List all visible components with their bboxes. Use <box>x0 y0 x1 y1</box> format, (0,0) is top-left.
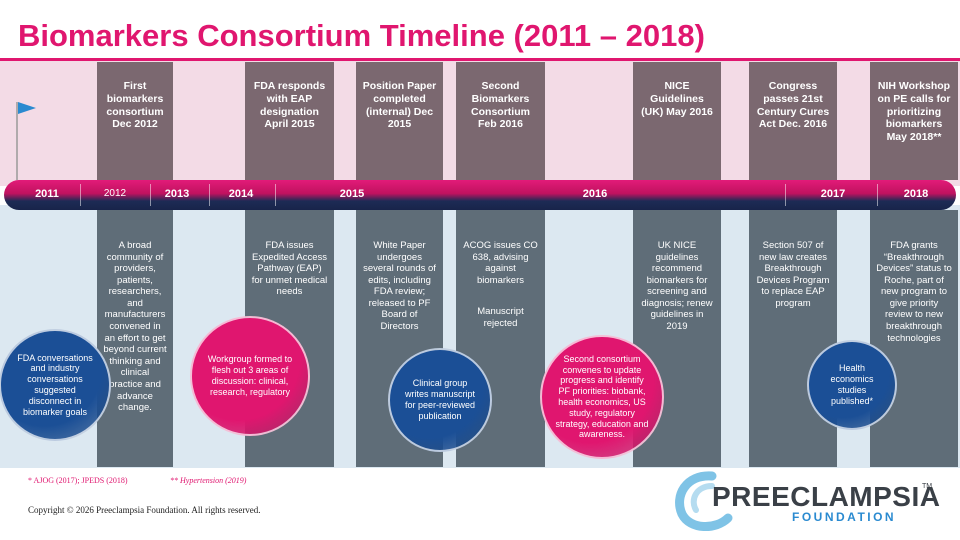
milestone-detail: ACOG issues CO 638, advising against bio… <box>456 210 545 467</box>
detail-text: FDA issues Expedited Access Pathway (EAP… <box>251 240 328 298</box>
year-label: 2017 <box>820 188 846 200</box>
title-rule <box>0 58 960 61</box>
detail-text: ACOG issues CO 638, advising against bio… <box>463 240 538 286</box>
event-circle: Health economics studies published* <box>807 340 897 430</box>
year-divider <box>275 184 276 206</box>
year-label: 2013 <box>164 188 190 200</box>
milestone: NIH Workshop on PE calls for prioritizin… <box>870 62 958 180</box>
event-circle: Second consortium convenes to update pro… <box>540 335 664 459</box>
timeline-bar <box>4 180 956 210</box>
copyright: Copyright © 2026 Preeclampsia Foundation… <box>28 505 261 515</box>
flag <box>16 102 36 180</box>
milestone: NICE Guidelines (UK) May 2016 <box>633 62 721 180</box>
year-divider <box>80 184 81 206</box>
milestone: Second Biomarkers Consortium Feb 2016 <box>456 62 545 180</box>
footnote: ** Hypertension (2019) <box>170 476 247 485</box>
year-label: 2018 <box>903 188 929 200</box>
year-divider <box>785 184 786 206</box>
detail-text: UK NICE guidelines recommend biomarkers … <box>641 240 713 333</box>
milestone: First biomarkers consortium Dec 2012 <box>97 62 173 180</box>
event-circle: Clinical group writes manuscript for pee… <box>388 348 492 452</box>
title: Biomarkers Consortium Timeline (2011 – 2… <box>18 18 705 53</box>
detail-text: White Paper undergoes several rounds of … <box>363 240 436 333</box>
milestone: Congress passes 21st Century Cures Act D… <box>749 62 837 180</box>
logo-mark <box>675 471 733 531</box>
year-label: 2012 <box>103 188 127 199</box>
header: Biomarkers Consortium Timeline (2011 – 2… <box>0 0 960 60</box>
milestone-detail: FDA grants “Breakthrough Devices” status… <box>870 210 958 467</box>
detail-text: Section 507 of new law creates Breakthro… <box>756 240 830 309</box>
year-divider <box>209 184 210 206</box>
footnote: * AJOG (2017); JPEDS (2018) <box>28 476 128 485</box>
detail-text: Manuscript rejected <box>477 306 524 329</box>
event-circle: Workgroup formed to flesh out 3 areas of… <box>190 316 310 436</box>
detail-text: FDA grants “Breakthrough Devices” status… <box>876 240 952 344</box>
year-label: 2016 <box>582 188 608 200</box>
year-label: 2015 <box>339 188 365 200</box>
milestone: Position Paper completed (internal) Dec … <box>356 62 443 180</box>
logo-sub: FOUNDATION <box>792 510 897 524</box>
detail-text: A broad community of providers, patients… <box>103 240 167 414</box>
year-divider <box>150 184 151 206</box>
milestone-detail: Section 507 of new law creates Breakthro… <box>749 210 837 467</box>
logo-name: PREECLAMPSIA <box>712 481 941 512</box>
logo-tm: TM <box>922 483 933 490</box>
year-label: 2011 <box>35 188 59 200</box>
year-label: 2014 <box>228 188 254 200</box>
year-divider <box>877 184 878 206</box>
event-circle: FDA conversations and industry conversat… <box>0 329 111 441</box>
milestone-detail: A broad community of providers, patients… <box>97 210 173 467</box>
milestone: FDA responds with EAP designation April … <box>245 62 334 180</box>
